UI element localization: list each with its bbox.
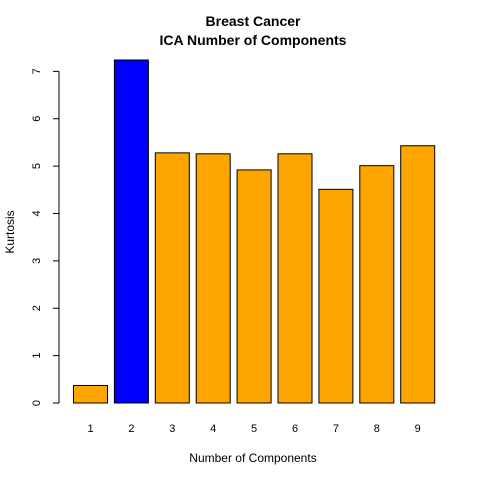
y-tick-label: 0 (31, 400, 43, 406)
bar-6 (277, 153, 313, 404)
y-tick-label: 6 (31, 116, 43, 122)
x-tick-label: 2 (128, 423, 134, 435)
bar-2 (113, 59, 149, 404)
x-tick-label: 1 (87, 423, 93, 435)
y-axis-title: Kurtosis (3, 210, 17, 253)
bars-group (73, 59, 436, 404)
bar-5 (236, 169, 272, 404)
bar-7 (318, 188, 354, 404)
chart-subtitle: ICA Number of Components (160, 32, 347, 48)
y-axis: 0 1 2 3 4 5 6 7 (31, 68, 60, 406)
y-tick-label: 2 (31, 305, 43, 311)
y-tick-label: 5 (31, 163, 43, 169)
bar-3 (154, 152, 190, 404)
y-tick-label: 7 (31, 68, 43, 74)
bar-1 (73, 384, 108, 404)
bar-8 (359, 165, 395, 404)
chart-title: Breast Cancer (206, 13, 301, 29)
x-tick-labels: 1 2 3 4 5 6 7 8 9 (87, 423, 420, 435)
x-tick-label: 6 (292, 423, 298, 435)
y-tick-label: 4 (31, 210, 43, 216)
x-tick-label: 7 (333, 423, 339, 435)
x-tick-label: 4 (210, 423, 216, 435)
bar-9 (400, 145, 436, 404)
x-tick-label: 3 (169, 423, 175, 435)
y-tick-label: 1 (31, 353, 43, 359)
x-tick-label: 8 (374, 423, 380, 435)
bar-4 (195, 153, 231, 404)
x-axis-title: Number of Components (189, 451, 316, 465)
x-tick-label: 5 (251, 423, 257, 435)
y-tick-label: 3 (31, 258, 43, 264)
x-tick-label: 9 (415, 423, 421, 435)
